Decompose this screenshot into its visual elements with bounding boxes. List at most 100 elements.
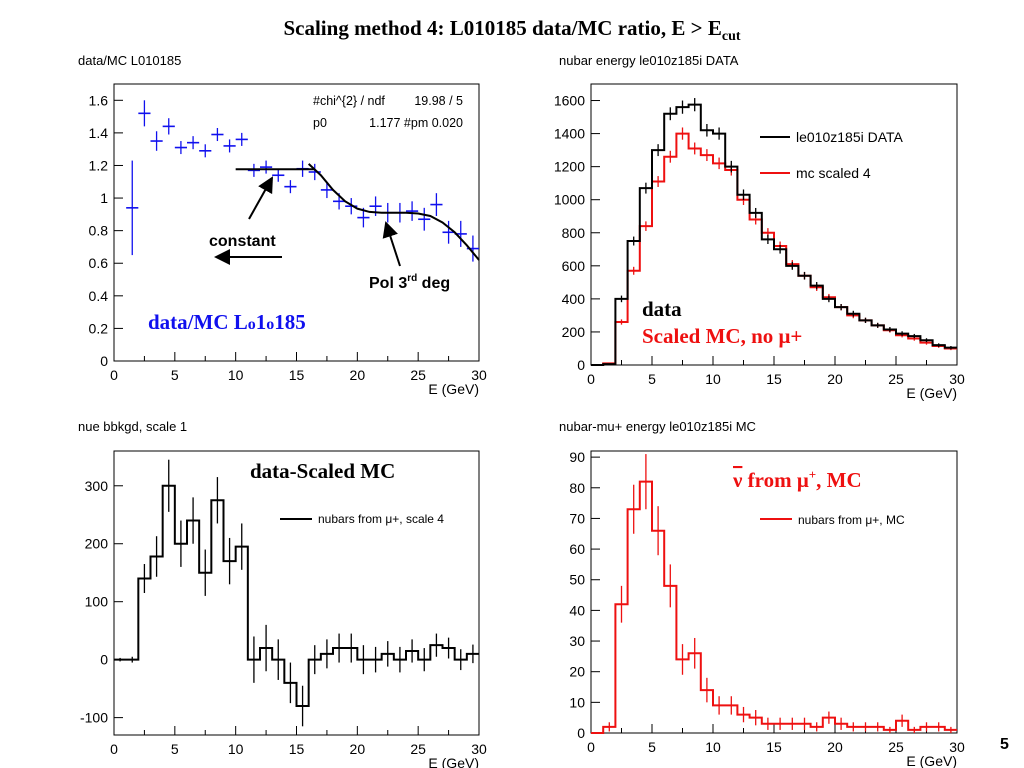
data-point (284, 180, 297, 194)
series-line (591, 103, 957, 366)
data-annotation: data (642, 297, 682, 321)
label-o: o (248, 316, 256, 333)
data-scaled-mc-annotation: data-Scaled MC (250, 459, 395, 483)
data-point (260, 160, 273, 174)
y-tick-label: 1600 (554, 93, 585, 109)
x-tick-label: 0 (110, 741, 118, 757)
hist-title: nue bbkgd, scale 1 (78, 419, 187, 434)
x-tick-label: 30 (471, 367, 487, 383)
data-point (247, 163, 260, 177)
y-tick-label: 1 (100, 190, 108, 206)
x-tick-label: 0 (110, 367, 118, 383)
y-tick-label: 60 (569, 541, 585, 557)
y-tick-label: 1.6 (89, 92, 109, 108)
y-tick-label: 1000 (554, 192, 585, 208)
y-tick-label: 20 (569, 664, 585, 680)
data-point (150, 131, 163, 151)
y-tick-label: 30 (569, 633, 585, 649)
pol3-sup: rd (407, 273, 417, 284)
y-tick-label: 40 (569, 602, 585, 618)
label-o: o (266, 316, 274, 333)
data-point (272, 168, 285, 182)
data-mc-label: data/MC Lo1o185 (148, 310, 306, 334)
arrow-to-constant (248, 176, 273, 220)
slide-title-subscript: cut (721, 29, 741, 45)
stats-value: 1.177 #pm 0.020 (369, 116, 463, 130)
y-tick-label: 0 (100, 652, 108, 668)
page-number: 5 (1000, 736, 1009, 753)
annotation-sup: + (809, 467, 816, 482)
x-tick-label: 20 (827, 371, 843, 387)
x-tick-label: 25 (888, 739, 904, 755)
x-axis-label: E (GeV) (906, 753, 957, 768)
slide-title: Scaling method 4: L010185 data/MC ratio,… (0, 16, 1024, 45)
x-tick-label: 25 (410, 367, 426, 383)
y-tick-label: 0 (577, 357, 585, 373)
pol3-rest: deg (417, 275, 450, 292)
x-tick-label: 10 (228, 741, 244, 757)
x-tick-label: 0 (587, 371, 595, 387)
y-tick-label: 0 (577, 725, 585, 741)
x-tick-label: 5 (171, 367, 179, 383)
x-axis-label: E (GeV) (428, 755, 479, 768)
data-point (320, 181, 333, 199)
label-part: data/MC L (148, 310, 248, 334)
legend-label: le010z185i DATA (796, 129, 904, 145)
x-tick-label: 30 (949, 739, 965, 755)
x-tick-label: 15 (289, 367, 305, 383)
nubar-symbol: ν (732, 468, 743, 492)
y-tick-label: 100 (85, 594, 109, 610)
y-tick-label: 80 (569, 480, 585, 496)
y-tick-label: 1.4 (89, 125, 109, 141)
y-tick-label: 1200 (554, 159, 585, 175)
pol3-main: Pol 3 (369, 275, 407, 292)
slide-title-text: Scaling method 4: L010185 data/MC ratio,… (283, 16, 722, 40)
data-point (442, 220, 455, 244)
series-line (114, 484, 479, 708)
x-tick-label: 15 (766, 739, 782, 755)
legend-label: mc scaled 4 (796, 165, 871, 181)
data-point (430, 193, 443, 216)
x-tick-label: 10 (228, 367, 244, 383)
y-tick-label: 600 (562, 258, 586, 274)
label-part: 185 (274, 310, 306, 334)
x-tick-label: 15 (289, 741, 305, 757)
y-tick-label: 300 (85, 478, 109, 494)
stats-name: #chi^{2} / ndf (313, 94, 385, 108)
y-tick-label: 50 (569, 572, 585, 588)
x-axis-label: E (GeV) (428, 381, 479, 397)
annotation-part: , MC (816, 468, 862, 492)
data-point (345, 198, 358, 215)
legend-label: nubars from μ+, scale 4 (318, 512, 444, 526)
nubar-mc-annotation: ν from μ+, MC (732, 467, 862, 492)
y-tick-label: 200 (562, 324, 586, 340)
stats-name: p0 (313, 116, 327, 130)
x-tick-label: 5 (648, 371, 656, 387)
y-tick-label: 10 (569, 694, 585, 710)
arrow-to-pol3 (382, 221, 401, 267)
y-tick-label: 1400 (554, 126, 585, 142)
series-line (591, 480, 957, 734)
x-tick-label: 10 (705, 371, 721, 387)
x-tick-label: 25 (888, 371, 904, 387)
y-tick-label: 0.4 (89, 288, 109, 304)
x-tick-label: 25 (410, 741, 426, 757)
annotation-part: from μ (742, 468, 808, 492)
x-tick-label: 20 (350, 367, 366, 383)
hist-title: data/MC L010185 (78, 53, 181, 68)
legend-label: nubars from μ+, MC (798, 513, 905, 527)
stats-value: 19.98 / 5 (414, 94, 463, 108)
data-point (138, 100, 151, 127)
data-point (418, 207, 431, 231)
y-tick-label: 1.2 (89, 157, 109, 173)
x-tick-label: 30 (471, 741, 487, 757)
data-point (162, 118, 175, 135)
y-tick-label: 800 (562, 225, 586, 241)
data-point (199, 144, 212, 158)
x-axis-label: E (GeV) (906, 385, 957, 401)
y-tick-label: 0.8 (89, 223, 109, 239)
